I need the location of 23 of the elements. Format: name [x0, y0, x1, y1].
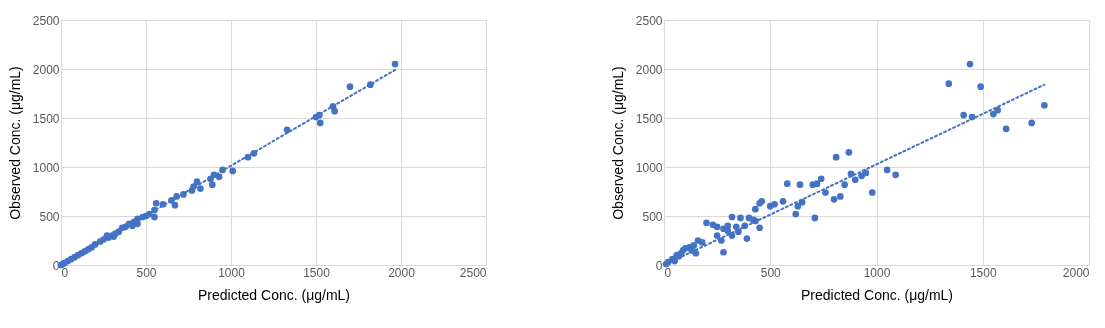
- y-tick-label: 1500: [635, 111, 663, 126]
- y-tick-label: 2000: [32, 62, 60, 77]
- x-tick-label: 500: [136, 265, 157, 280]
- x-tick-label: 1000: [218, 265, 246, 280]
- y-tick-label: 1500: [32, 111, 60, 126]
- y-tick-label: 500: [642, 209, 663, 224]
- x-tick-label: 1000: [863, 265, 891, 280]
- x-tick-label: 2000: [1062, 265, 1090, 280]
- x-tick-label: 1500: [303, 265, 331, 280]
- x-tick-label: 500: [760, 265, 782, 280]
- y-axis-title: Observed Conc. (μg/mL): [609, 66, 626, 220]
- x-tick-label: 2500: [459, 265, 487, 280]
- y-tick-label: 1000: [635, 160, 663, 175]
- y-tick-label: 500: [39, 209, 60, 224]
- y-tick-label: 2500: [32, 13, 60, 28]
- x-tick-label: 1500: [969, 265, 997, 280]
- y-tick-label: 2500: [635, 13, 663, 28]
- y-axis-title: Observed Conc. (μg/mL): [6, 66, 23, 220]
- y-tick-label: 2000: [635, 62, 663, 77]
- y-tick-label: 1000: [32, 160, 60, 175]
- x-tick-label: 2000: [388, 265, 416, 280]
- x-axis-title: Predicted Conc. (μg/mL): [197, 286, 351, 303]
- x-axis-title: Predicted Conc. (μg/mL): [800, 286, 954, 303]
